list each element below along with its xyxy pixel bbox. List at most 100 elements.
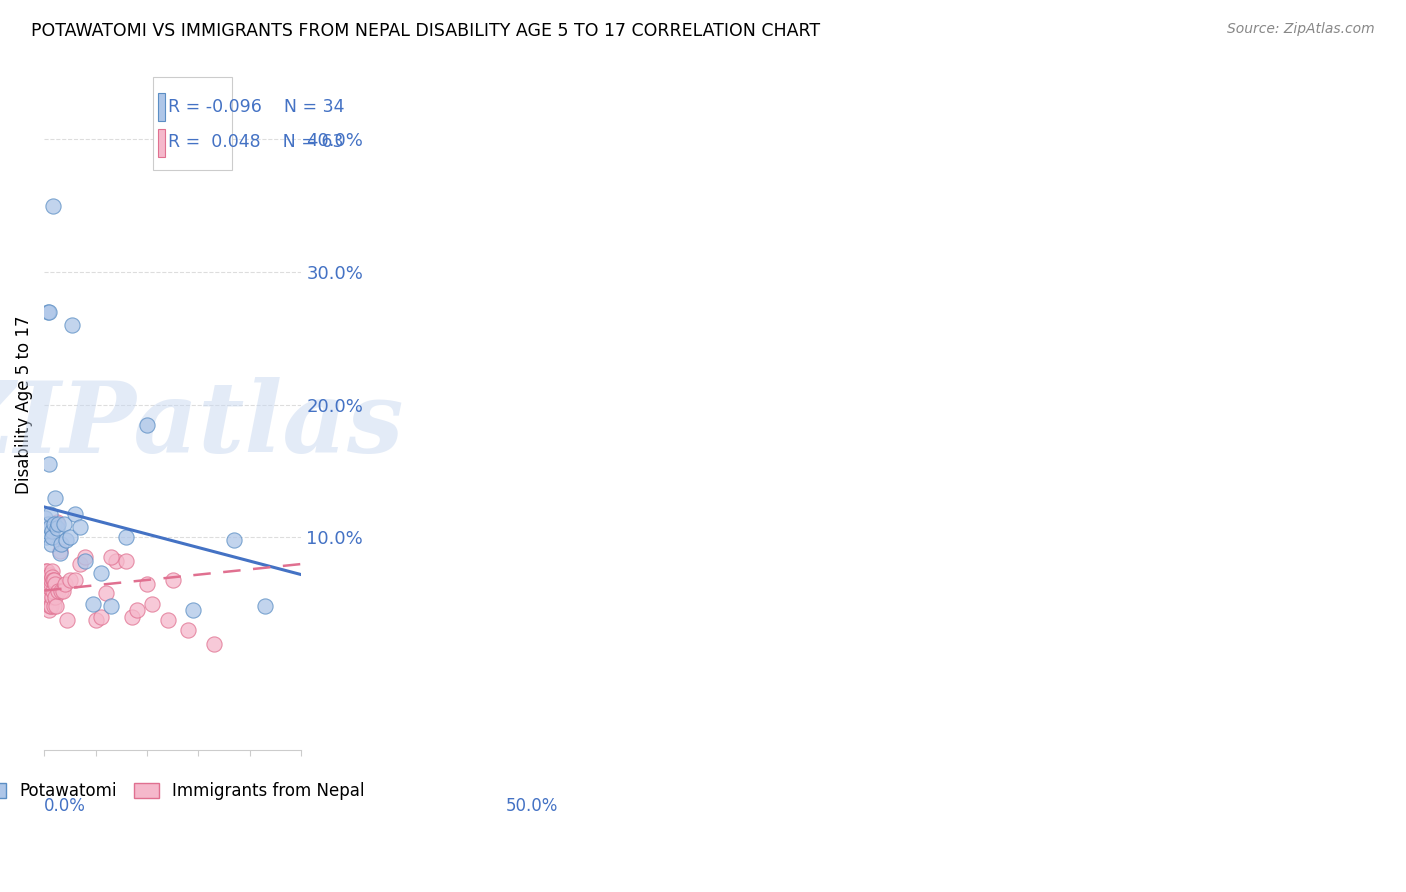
Point bbox=[35, 581, 58, 595]
Point bbox=[125, 603, 148, 617]
Point bbox=[46, 521, 69, 535]
Point bbox=[156, 613, 179, 627]
Point bbox=[254, 599, 277, 614]
Point bbox=[42, 199, 65, 213]
Point bbox=[37, 517, 59, 532]
Point bbox=[162, 573, 184, 587]
Point bbox=[38, 591, 60, 605]
Point bbox=[69, 557, 91, 571]
Point bbox=[39, 581, 62, 595]
Point bbox=[136, 577, 159, 591]
Text: 0.0%: 0.0% bbox=[44, 797, 86, 814]
Point bbox=[37, 591, 59, 605]
Point bbox=[37, 524, 59, 538]
Point bbox=[34, 583, 56, 598]
Point bbox=[115, 554, 138, 568]
Point bbox=[41, 531, 63, 545]
Point bbox=[34, 570, 56, 584]
Point bbox=[38, 603, 60, 617]
Text: ZIPatlas: ZIPatlas bbox=[0, 377, 404, 474]
Point bbox=[59, 531, 82, 545]
Point bbox=[37, 570, 59, 584]
Point bbox=[44, 577, 66, 591]
Point bbox=[75, 554, 97, 568]
Point bbox=[35, 567, 58, 582]
Point bbox=[41, 570, 63, 584]
Point bbox=[42, 573, 65, 587]
Point bbox=[202, 637, 225, 651]
Point bbox=[49, 537, 72, 551]
Text: POTAWATOMI VS IMMIGRANTS FROM NEPAL DISABILITY AGE 5 TO 17 CORRELATION CHART: POTAWATOMI VS IMMIGRANTS FROM NEPAL DISA… bbox=[31, 22, 820, 40]
FancyBboxPatch shape bbox=[153, 77, 232, 170]
Point bbox=[35, 586, 58, 600]
Y-axis label: Disability Age 5 to 17: Disability Age 5 to 17 bbox=[15, 316, 32, 494]
Point bbox=[39, 599, 62, 614]
Point bbox=[181, 603, 204, 617]
Point bbox=[38, 577, 60, 591]
Point bbox=[34, 510, 56, 524]
Point bbox=[37, 586, 59, 600]
Point bbox=[48, 546, 70, 560]
Point bbox=[38, 599, 60, 614]
Point bbox=[34, 597, 56, 611]
Point bbox=[45, 599, 67, 614]
Text: R =  0.048    N = 63: R = 0.048 N = 63 bbox=[167, 134, 343, 152]
Point bbox=[42, 583, 65, 598]
Point bbox=[52, 517, 75, 532]
Point bbox=[60, 318, 83, 332]
FancyBboxPatch shape bbox=[157, 129, 165, 157]
Point bbox=[46, 517, 69, 532]
Point bbox=[63, 507, 86, 521]
Text: 50.0%: 50.0% bbox=[506, 797, 558, 814]
Point bbox=[37, 583, 59, 598]
Point bbox=[38, 573, 60, 587]
Point bbox=[82, 597, 104, 611]
Point bbox=[46, 583, 69, 598]
Point bbox=[177, 624, 200, 638]
Point bbox=[41, 591, 63, 605]
Point bbox=[141, 597, 163, 611]
Point bbox=[39, 573, 62, 587]
Legend: Potawatomi, Immigrants from Nepal: Potawatomi, Immigrants from Nepal bbox=[0, 776, 371, 807]
FancyBboxPatch shape bbox=[157, 94, 165, 121]
Text: R = -0.096    N = 34: R = -0.096 N = 34 bbox=[167, 97, 344, 116]
Point bbox=[38, 520, 60, 534]
Point bbox=[39, 567, 62, 582]
Point bbox=[115, 531, 138, 545]
Point bbox=[39, 507, 62, 521]
Point bbox=[34, 564, 56, 578]
Point bbox=[44, 573, 66, 587]
Point bbox=[90, 566, 112, 581]
Point bbox=[37, 573, 59, 587]
Point bbox=[42, 599, 65, 614]
Point bbox=[44, 591, 66, 605]
Point bbox=[94, 586, 117, 600]
Point bbox=[52, 583, 75, 598]
Point bbox=[35, 573, 58, 587]
Point bbox=[56, 613, 79, 627]
Point bbox=[90, 610, 112, 624]
Point bbox=[84, 613, 107, 627]
Point bbox=[105, 554, 128, 568]
Point bbox=[39, 537, 62, 551]
Point bbox=[59, 573, 82, 587]
Point bbox=[44, 491, 66, 505]
Point bbox=[44, 517, 66, 532]
Point bbox=[37, 305, 59, 319]
Point bbox=[100, 550, 122, 565]
Point bbox=[121, 610, 143, 624]
Point bbox=[41, 564, 63, 578]
Point bbox=[38, 458, 60, 472]
Point bbox=[75, 550, 97, 565]
Point bbox=[37, 564, 59, 578]
Point bbox=[38, 573, 60, 587]
Point bbox=[63, 573, 86, 587]
Point bbox=[53, 577, 76, 591]
Point bbox=[48, 543, 70, 558]
Point bbox=[34, 591, 56, 605]
Text: Source: ZipAtlas.com: Source: ZipAtlas.com bbox=[1227, 22, 1375, 37]
Point bbox=[34, 577, 56, 591]
Point bbox=[39, 577, 62, 591]
Point bbox=[38, 305, 60, 319]
Point bbox=[100, 599, 122, 614]
